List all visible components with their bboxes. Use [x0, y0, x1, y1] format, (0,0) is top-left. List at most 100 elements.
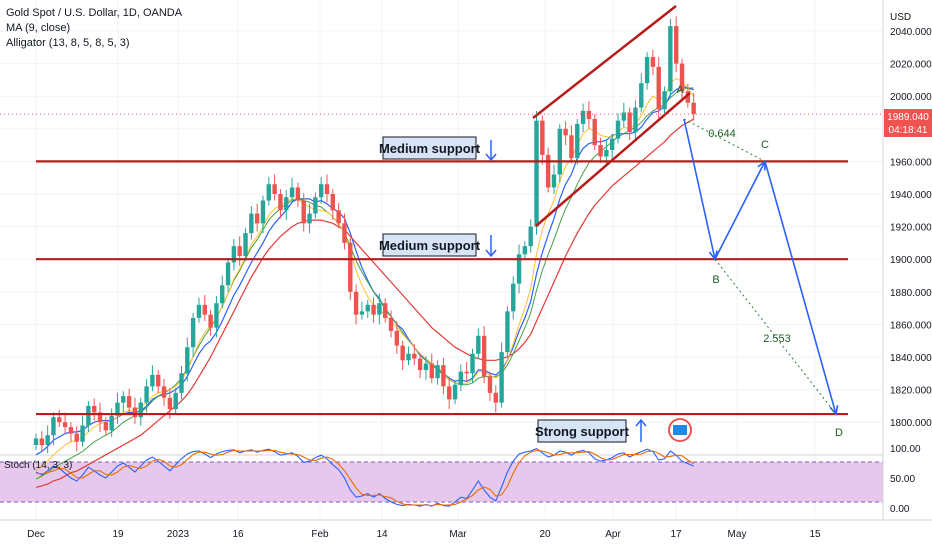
candle-up [557, 128, 562, 175]
candle-down [295, 187, 301, 201]
candle-up [662, 91, 667, 110]
candle-down [394, 330, 400, 346]
legend-stoch[interactable]: Stoch (14, 3, 3) [4, 460, 73, 471]
alligator-teeth-line [35, 87, 694, 480]
candle-down [272, 184, 277, 194]
candle-down [237, 246, 242, 256]
projection-segment [764, 161, 837, 415]
candle-down [208, 314, 213, 328]
stoch-band [0, 462, 883, 502]
fib-guide-1 [683, 118, 766, 162]
candle-up [406, 353, 411, 361]
stoch-tick-label: 50.00 [890, 474, 915, 485]
candle-up [551, 174, 557, 188]
candle-up [138, 402, 143, 418]
candle-down [167, 397, 173, 410]
projection-segment [683, 118, 716, 260]
candle-up [499, 352, 504, 403]
time-tick-label: 16 [232, 529, 244, 540]
candle-down [674, 26, 679, 64]
candle-down [412, 353, 417, 359]
candle-up [260, 200, 266, 224]
candle-up [144, 386, 149, 403]
candle-down [586, 110, 592, 120]
candle-up [470, 353, 475, 374]
candle-up [45, 435, 50, 446]
candle-up [313, 197, 318, 214]
candle-down [57, 417, 62, 423]
candle-down [691, 102, 696, 115]
candle-down [68, 427, 74, 434]
price-tick-label: 1960.000 [890, 157, 932, 168]
candle-up [516, 254, 522, 284]
candle-down [254, 213, 260, 224]
candle-down [156, 374, 161, 387]
candle-up [231, 246, 237, 263]
time-tick-label: 15 [809, 529, 821, 540]
candle-down [540, 120, 545, 155]
legend-ma[interactable]: MA (9, close) [6, 22, 71, 34]
fib-level-2553: 2.553 [763, 333, 791, 345]
projection-segment [714, 161, 766, 260]
candle-down [598, 145, 603, 157]
candle-down [383, 303, 388, 318]
candle-up [435, 365, 440, 379]
currency-label: USD [890, 12, 911, 23]
candle-down [39, 438, 45, 446]
candle-down [569, 135, 574, 159]
candle-down [342, 223, 347, 243]
candle-down [487, 376, 493, 393]
last-price-badge [884, 109, 932, 137]
candle-down [592, 119, 597, 146]
time-tick-label: 17 [670, 529, 682, 540]
stoch-tick-label: 0.00 [890, 504, 910, 515]
candle-down [371, 304, 376, 315]
legend-alligator[interactable]: Alligator (13, 8, 5, 8, 5, 3) [6, 37, 130, 49]
strong-support-box [537, 419, 627, 443]
candle-down [679, 63, 685, 92]
candle-down [545, 154, 551, 188]
ma-line [35, 85, 694, 456]
candle-down [481, 335, 487, 377]
candle-up [522, 246, 528, 255]
candle-up [150, 374, 155, 387]
time-tick-label: Feb [311, 529, 329, 540]
legend-symbol[interactable]: Gold Spot / U.S. Dollar, 1D, OANDA [6, 7, 183, 19]
point-c-label: C [761, 139, 769, 151]
candle-down [429, 363, 434, 379]
price-tick-label: 2020.000 [890, 60, 932, 71]
down-arrow-2-head [485, 249, 497, 258]
candle-down [627, 112, 632, 133]
candle-up [615, 120, 621, 139]
candle-up [476, 335, 481, 354]
candle-up [452, 384, 458, 400]
candle-down [161, 386, 167, 398]
candle-up [458, 371, 464, 385]
down-arrow-1-head [485, 153, 497, 162]
candle-down [336, 210, 341, 224]
candle-down [92, 405, 97, 413]
last-price-value: 1989.040 [887, 112, 929, 123]
candle-up [109, 415, 114, 431]
candle-up [365, 304, 370, 312]
candle-down [417, 358, 423, 371]
medium-support-2-box [382, 233, 477, 257]
candles [33, 16, 696, 454]
candle-up [423, 363, 429, 371]
candle-down [400, 345, 405, 361]
price-tick-label: 1940.000 [890, 190, 932, 201]
candle-up [621, 112, 627, 121]
price-tick-label: 1900.000 [890, 255, 932, 266]
candle-up [359, 311, 365, 315]
event-flag-inner [673, 425, 687, 435]
candle-down [441, 365, 446, 387]
time-tick-label: May [728, 529, 747, 540]
time-ticks[interactable]: Dec 19 2023 16 Feb 14 Mar 20 Apr 17 May 15 [27, 529, 821, 540]
alligator-lips-line [35, 77, 695, 472]
medium-support-2-label: Medium support [379, 238, 481, 253]
point-b-label: B [712, 274, 719, 286]
time-tick-label: Dec [27, 529, 45, 540]
stoch-ticks: 100.00 50.00 0.00 [890, 444, 921, 515]
time-tick-label: Apr [605, 529, 621, 540]
